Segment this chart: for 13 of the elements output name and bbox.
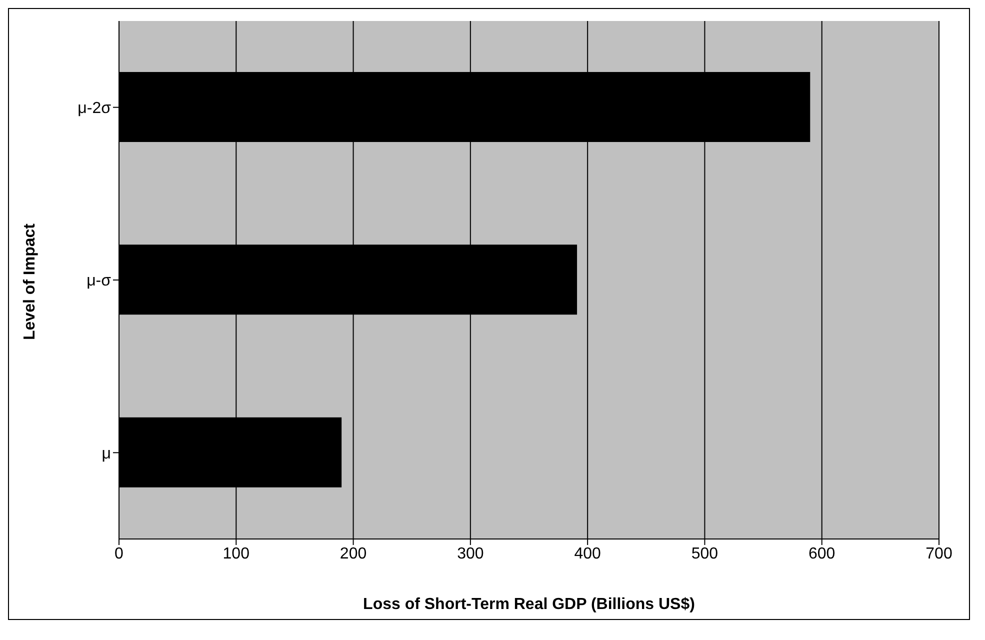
y-axis-title: Level of Impact <box>22 222 39 340</box>
x-tick-label: 200 <box>340 545 367 562</box>
x-tick-label: 500 <box>691 545 718 562</box>
y-tick-label: μ-σ <box>86 272 112 290</box>
y-tick-label: μ-2σ <box>78 100 112 118</box>
x-tick-label: 700 <box>926 545 952 562</box>
x-tick-label: 100 <box>222 545 250 562</box>
x-tick-label: 300 <box>457 545 484 562</box>
x-tick-label: 600 <box>808 545 836 562</box>
y-tick-label: μ <box>102 445 111 462</box>
x-tick-label: 400 <box>574 545 602 562</box>
x-tick-label: 0 <box>114 545 124 562</box>
x-axis-title: Loss of Short-Term Real GDP (Billions US$) <box>363 596 695 613</box>
